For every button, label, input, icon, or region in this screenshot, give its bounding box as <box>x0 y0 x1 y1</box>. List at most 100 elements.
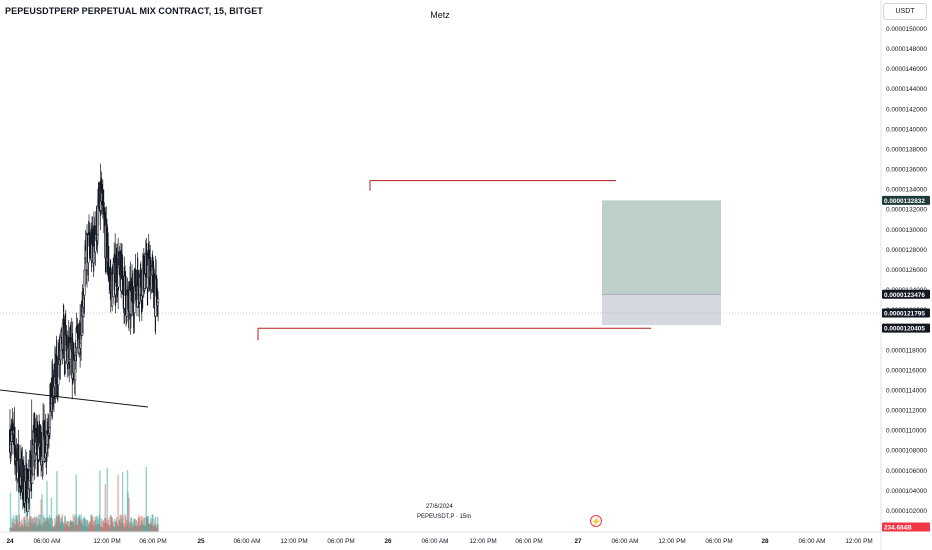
author-name: Metz <box>430 10 450 20</box>
volume-bar <box>143 517 145 532</box>
volume-bar <box>84 518 86 532</box>
volume-bar <box>128 497 130 532</box>
price-tick-label: 0.0000130000 <box>886 227 927 234</box>
time-tick-label: 06:00 AM <box>611 538 638 545</box>
candle-body <box>96 205 99 235</box>
last-price-label-bg <box>882 308 930 318</box>
price-tick-label: 0.0000134000 <box>886 187 927 194</box>
volume-bar <box>40 499 42 532</box>
price-tick-label: 0.0000132000 <box>886 207 927 214</box>
time-tick-label: 06:00 AM <box>421 538 448 545</box>
volume-bar <box>131 521 134 532</box>
volume-bar <box>85 519 87 532</box>
volume-bar <box>36 517 38 532</box>
time-tick-label: 24 <box>6 538 14 545</box>
volume-bar <box>75 515 78 532</box>
time-tick-label: 06:00 PM <box>515 538 542 545</box>
volume-bar <box>18 514 21 532</box>
time-tick-label: 06:00 PM <box>327 538 354 545</box>
price-tick-label: 0.0000136000 <box>886 167 927 174</box>
target-zone[interactable] <box>602 200 721 295</box>
volume-bar <box>34 518 37 532</box>
volume-bar <box>9 492 12 532</box>
volume-bar <box>121 471 124 532</box>
volume-bar <box>32 518 34 532</box>
time-tick-label: 28 <box>761 538 769 545</box>
countdown-label: 04:08 <box>886 318 902 325</box>
symbol-short-label: PEPEUSDT.P · 15m <box>416 514 473 520</box>
volume-bar <box>157 524 159 532</box>
time-tick-label: 12:00 PM <box>93 538 120 545</box>
volume-bar <box>74 514 76 532</box>
volume-bar <box>16 515 19 532</box>
volume-bar <box>106 467 108 532</box>
volume-bar <box>91 516 94 532</box>
volume-bar <box>51 520 54 532</box>
volume-bar <box>156 516 159 532</box>
price-tick-label: 0.0000148000 <box>886 46 927 53</box>
hover-date-label: 27/6/2024 <box>426 504 453 510</box>
price-tick-label: 0.0000116000 <box>886 367 927 374</box>
volume-bar <box>101 521 104 532</box>
volume-bar <box>64 515 66 532</box>
candle-body <box>157 298 160 303</box>
target-price-label: 0.0000132832 <box>884 198 925 205</box>
volume-bar <box>29 482 31 532</box>
volume-bar <box>134 518 137 532</box>
currency-button[interactable]: USDT <box>883 3 927 20</box>
volume-bar <box>26 516 28 532</box>
time-tick-label: 27 <box>574 538 582 545</box>
candle-body <box>124 271 127 277</box>
symbol-title: PEPEUSDTPERP PERPETUAL MIX CONTRACT, 15,… <box>5 6 263 16</box>
time-tick-label: 06:00 PM <box>139 538 166 545</box>
price-tick-label: 0.0000108000 <box>886 448 927 455</box>
volume-label-bg <box>882 522 930 532</box>
trendline[interactable] <box>0 389 149 408</box>
target-price-label-bg <box>882 195 930 205</box>
price-tick-label: 0.0000150000 <box>886 26 927 33</box>
volume-bar <box>117 474 119 532</box>
volume-bar <box>24 519 26 532</box>
candle-body <box>124 275 127 296</box>
volume-bar <box>41 494 43 532</box>
volume-bar <box>130 517 133 532</box>
time-tick-label: 06:00 AM <box>798 538 825 545</box>
volume-bar <box>62 523 65 532</box>
price-tick-label: 0.0000106000 <box>886 468 927 475</box>
entry-price-label-bg <box>882 289 930 299</box>
time-tick-label: 06:00 AM <box>233 538 260 545</box>
price-tick-label: 0.0000112000 <box>886 408 927 415</box>
volume-bar <box>46 480 48 532</box>
lightning-icon[interactable]: ⚡ <box>590 515 602 527</box>
volume-bar <box>11 522 14 532</box>
volume-bar <box>18 477 20 532</box>
price-tick-label: 0.0000104000 <box>886 488 927 495</box>
volume-bar <box>113 519 116 532</box>
price-tick-label: 0.0000146000 <box>886 66 927 73</box>
last-price-label: 0.0000121795 <box>884 311 925 318</box>
volume-bar <box>154 516 157 532</box>
volume-bar <box>119 515 121 532</box>
volume-bar <box>28 518 30 532</box>
volume-bar <box>92 520 95 532</box>
volume-bar <box>95 515 98 532</box>
time-tick-label: 06:00 AM <box>33 538 60 545</box>
volume-bar <box>75 474 77 532</box>
volume-bar <box>54 518 56 532</box>
volume-bar <box>49 518 52 532</box>
volume-bar <box>56 471 58 532</box>
stop-zone[interactable] <box>602 294 721 326</box>
volume-bar <box>94 519 97 532</box>
price-tick-label: 0.0000118000 <box>886 347 927 354</box>
volume-bar <box>39 514 41 532</box>
price-tick-label: 0.0000128000 <box>886 247 927 254</box>
volume-bar <box>99 470 101 532</box>
price-tick-label: 0.0000138000 <box>886 146 927 153</box>
volume-bar <box>138 517 141 532</box>
stop-price-label: 0.0000120405 <box>884 326 925 333</box>
volume-bar <box>151 514 154 532</box>
time-tick-label: 06:00 PM <box>705 538 732 545</box>
volume-bar <box>25 497 27 532</box>
price-tick-label: 0.0000102000 <box>886 508 927 515</box>
